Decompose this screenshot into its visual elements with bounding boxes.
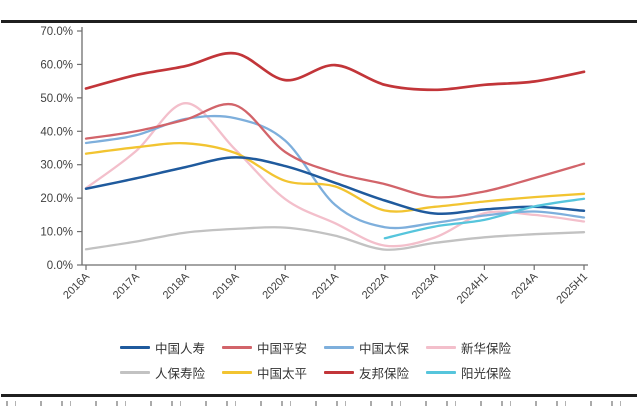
- legend-row-1: 中国人寿 中国平安 中国太保 新华保险: [120, 337, 520, 357]
- top-divider: [1, 20, 637, 23]
- legend-line-swatch: [222, 370, 252, 374]
- legend-item-0: 中国人寿: [120, 337, 214, 357]
- x-tick-label: 2018A: [161, 270, 192, 301]
- legend-item-4: 人保寿险: [120, 362, 214, 382]
- legend-label: 人保寿险: [155, 366, 206, 381]
- legend-item-7: 阳光保险: [426, 362, 520, 382]
- y-tick-label: 70.0%: [40, 26, 73, 38]
- x-tick-label: 2023A: [410, 270, 441, 301]
- legend-label: 新华保险: [461, 341, 512, 356]
- x-tick-label: 2017A: [111, 270, 142, 301]
- legend-label: 友邦保险: [359, 366, 410, 381]
- legend-label: 阳光保险: [461, 366, 512, 381]
- legend-line-swatch: [120, 370, 150, 374]
- x-tick-label: 2021A: [310, 270, 341, 301]
- series-line-4: [84, 226, 586, 251]
- series-line-0: [84, 156, 586, 216]
- legend-line-swatch: [426, 345, 456, 349]
- legend-item-6: 友邦保险: [324, 362, 418, 382]
- legend-line-swatch: [222, 345, 252, 349]
- y-tick-label: 20.0%: [40, 193, 73, 205]
- y-tick-label: 40.0%: [40, 126, 73, 138]
- legend-label: 中国人寿: [155, 341, 206, 356]
- x-tick-label: 2016A: [61, 270, 92, 301]
- series-line-1: [84, 102, 586, 199]
- legend-item-3: 新华保险: [426, 337, 520, 357]
- series-line-6: [84, 51, 586, 92]
- legend-label: 中国平安: [257, 341, 308, 356]
- nbv-margin-line-chart: 0.0% 10.0% 20.0% 30.0% 40.0% 50.0% 60.0% 70.0% 2…: [40, 26, 590, 307]
- series-line-3: [84, 102, 586, 248]
- legend-line-swatch: [426, 370, 456, 374]
- y-tick-label: 50.0%: [40, 93, 73, 105]
- bottom-divider: [1, 394, 637, 397]
- y-tick-label: 0.0%: [47, 260, 73, 272]
- y-tick-label: 30.0%: [40, 160, 73, 172]
- y-tick-label: 10.0%: [40, 227, 73, 239]
- x-tick-label: 2020A: [260, 270, 291, 301]
- x-tick-label: 2024H1: [455, 271, 491, 307]
- legend-label: 中国太平: [257, 366, 308, 381]
- legend-item-2: 中国太保: [324, 337, 418, 357]
- legend-item-1: 中国平安: [222, 337, 316, 357]
- legend-item-5: 中国太平: [222, 362, 316, 382]
- legend-line-swatch: [324, 345, 354, 349]
- series-line-7: [383, 197, 586, 240]
- cropped-caption-fragments: [6, 401, 634, 406]
- chart-area: 0.0% 10.0% 20.0% 30.0% 40.0% 50.0% 60.0% 70.0% 2…: [40, 26, 590, 307]
- legend-line-swatch: [120, 345, 150, 349]
- legend-line-swatch: [324, 370, 354, 374]
- legend-label: 中国太保: [359, 341, 410, 356]
- y-tick-label: 60.0%: [40, 59, 73, 71]
- x-tick-label: 2024A: [509, 270, 540, 301]
- x-tick-label: 2019A: [211, 270, 242, 301]
- chart-legend: 中国人寿 中国平安 中国太保 新华保险人保寿险 中国太平 友邦保险 阳光保险: [0, 337, 640, 382]
- x-tick-label: 2022A: [360, 270, 391, 301]
- series-line-5: [84, 141, 586, 213]
- x-tick-label: 2025H1: [554, 271, 590, 307]
- legend-row-2: 人保寿险 中国太平 友邦保险 阳光保险: [120, 362, 520, 382]
